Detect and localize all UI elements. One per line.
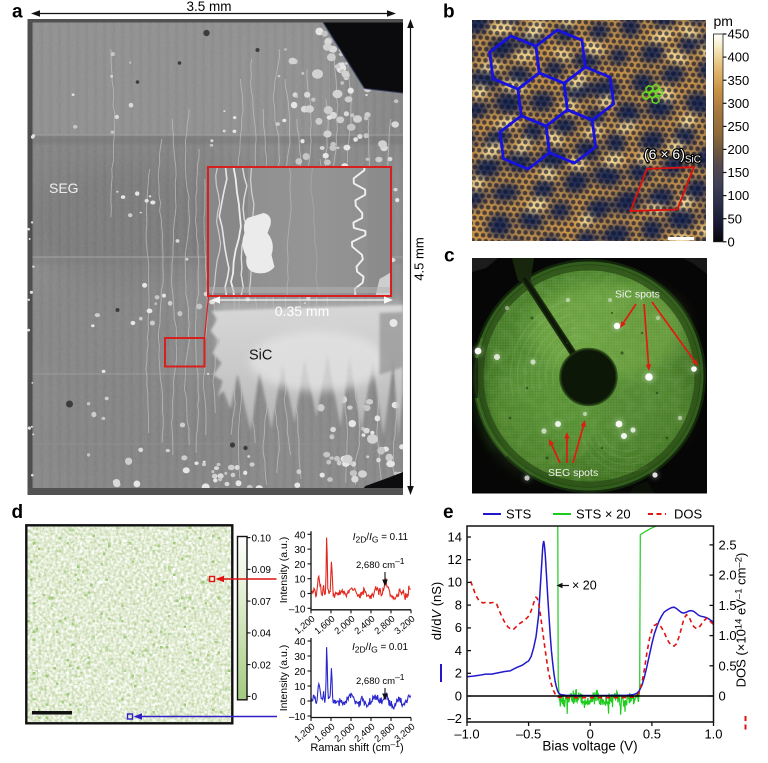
svg-text:DOS (×1014 eV–1 cm–2): DOS (×1014 eV–1 cm–2) <box>734 553 749 688</box>
svg-text:300: 300 <box>728 96 750 111</box>
svg-text:10: 10 <box>448 575 462 590</box>
svg-text:0.35 mm: 0.35 mm <box>275 303 329 319</box>
svg-text:0.09: 0.09 <box>252 565 272 576</box>
svg-text:2,400: 2,400 <box>353 721 377 744</box>
svg-text:10: 10 <box>294 575 306 586</box>
svg-text:I2D/IG = 0.01: I2D/IG = 0.01 <box>352 642 408 655</box>
svg-text:4.5 mm: 4.5 mm <box>412 237 427 280</box>
svg-text:6: 6 <box>455 620 462 635</box>
svg-text:3,200: 3,200 <box>393 614 417 637</box>
svg-text:30: 30 <box>294 545 306 556</box>
svg-text:2,680 cm–1: 2,680 cm–1 <box>356 672 405 687</box>
svg-text:1.0: 1.0 <box>704 727 722 742</box>
svg-text:30: 30 <box>294 652 306 663</box>
svg-text:0: 0 <box>300 697 306 708</box>
svg-text:12: 12 <box>448 552 462 567</box>
svg-text:Bias voltage (V): Bias voltage (V) <box>542 739 637 754</box>
svg-text:20: 20 <box>294 560 306 571</box>
svg-text:0: 0 <box>728 234 735 249</box>
svg-text:STS: STS <box>506 507 532 522</box>
svg-text:Intensity (a.u.): Intensity (a.u.) <box>278 645 290 712</box>
svg-text:20: 20 <box>294 667 306 678</box>
svg-text:0.07: 0.07 <box>252 597 272 608</box>
svg-text:I2D/IG = 0.11: I2D/IG = 0.11 <box>353 532 408 545</box>
svg-text:0.5: 0.5 <box>643 727 661 742</box>
svg-text:150: 150 <box>728 165 750 180</box>
svg-text:d: d <box>12 502 24 523</box>
svg-text:SEG spots: SEG spots <box>548 467 598 479</box>
svg-text:–10: –10 <box>289 712 306 723</box>
svg-text:3.5 mm: 3.5 mm <box>186 0 231 14</box>
svg-text:0: 0 <box>455 688 462 703</box>
svg-text:350: 350 <box>728 73 750 88</box>
svg-text:100: 100 <box>728 188 750 203</box>
svg-text:40: 40 <box>294 637 306 648</box>
svg-text:–10: –10 <box>289 604 306 615</box>
svg-text:2,400: 2,400 <box>353 614 377 637</box>
svg-text:–0.5: –0.5 <box>516 727 541 742</box>
svg-text:40: 40 <box>294 530 306 541</box>
svg-text:STS × 20: STS × 20 <box>576 507 631 522</box>
svg-text:e: e <box>443 502 454 523</box>
svg-text:0.5: 0.5 <box>719 658 737 673</box>
svg-text:b: b <box>443 1 455 22</box>
svg-text:2,000: 2,000 <box>333 721 357 744</box>
svg-text:450: 450 <box>728 27 750 42</box>
svg-text:0: 0 <box>587 727 594 742</box>
svg-text:1,600: 1,600 <box>313 721 337 744</box>
svg-text:2,000: 2,000 <box>333 614 357 637</box>
svg-text:10: 10 <box>294 682 306 693</box>
svg-text:1,200: 1,200 <box>293 614 317 637</box>
svg-text:400: 400 <box>728 50 750 65</box>
svg-text:0: 0 <box>719 689 726 704</box>
svg-text:2: 2 <box>455 666 462 681</box>
svg-text:50: 50 <box>728 211 742 226</box>
svg-text:0.04: 0.04 <box>252 629 272 640</box>
svg-text:0: 0 <box>252 692 258 703</box>
svg-text:pm: pm <box>714 13 733 29</box>
svg-text:0.02: 0.02 <box>252 660 272 671</box>
svg-text:Raman shift (cm–1): Raman shift (cm–1) <box>310 739 403 754</box>
svg-text:–1.0: –1.0 <box>454 727 479 742</box>
svg-text:Intensity (a.u.): Intensity (a.u.) <box>278 537 290 604</box>
svg-text:1,200: 1,200 <box>293 721 317 744</box>
svg-text:a: a <box>12 2 23 23</box>
svg-text:SEG: SEG <box>49 180 79 196</box>
svg-text:c: c <box>444 246 455 267</box>
svg-text:4: 4 <box>455 643 462 658</box>
svg-text:2.5: 2.5 <box>719 538 737 553</box>
svg-text:250: 250 <box>728 119 750 134</box>
svg-text:DOS: DOS <box>674 507 703 522</box>
svg-text:2,680 cm–1: 2,680 cm–1 <box>356 556 405 571</box>
svg-text:8: 8 <box>455 597 462 612</box>
svg-text:1.5: 1.5 <box>719 598 737 613</box>
svg-text:1.0: 1.0 <box>719 628 737 643</box>
svg-text:SiC: SiC <box>249 348 272 364</box>
svg-text:2.0: 2.0 <box>719 568 737 583</box>
svg-text:1,600: 1,600 <box>313 614 337 637</box>
svg-text:–2: –2 <box>448 711 462 726</box>
svg-text:2,800: 2,800 <box>373 614 397 637</box>
svg-text:SiC spots: SiC spots <box>615 289 660 301</box>
svg-text:× 20: × 20 <box>572 579 597 593</box>
svg-text:14: 14 <box>448 529 462 544</box>
svg-text:dI/dV (nS): dI/dV (nS) <box>429 582 444 641</box>
svg-text:200: 200 <box>728 142 750 157</box>
svg-text:0.10: 0.10 <box>252 533 272 544</box>
svg-text:0: 0 <box>300 590 306 601</box>
